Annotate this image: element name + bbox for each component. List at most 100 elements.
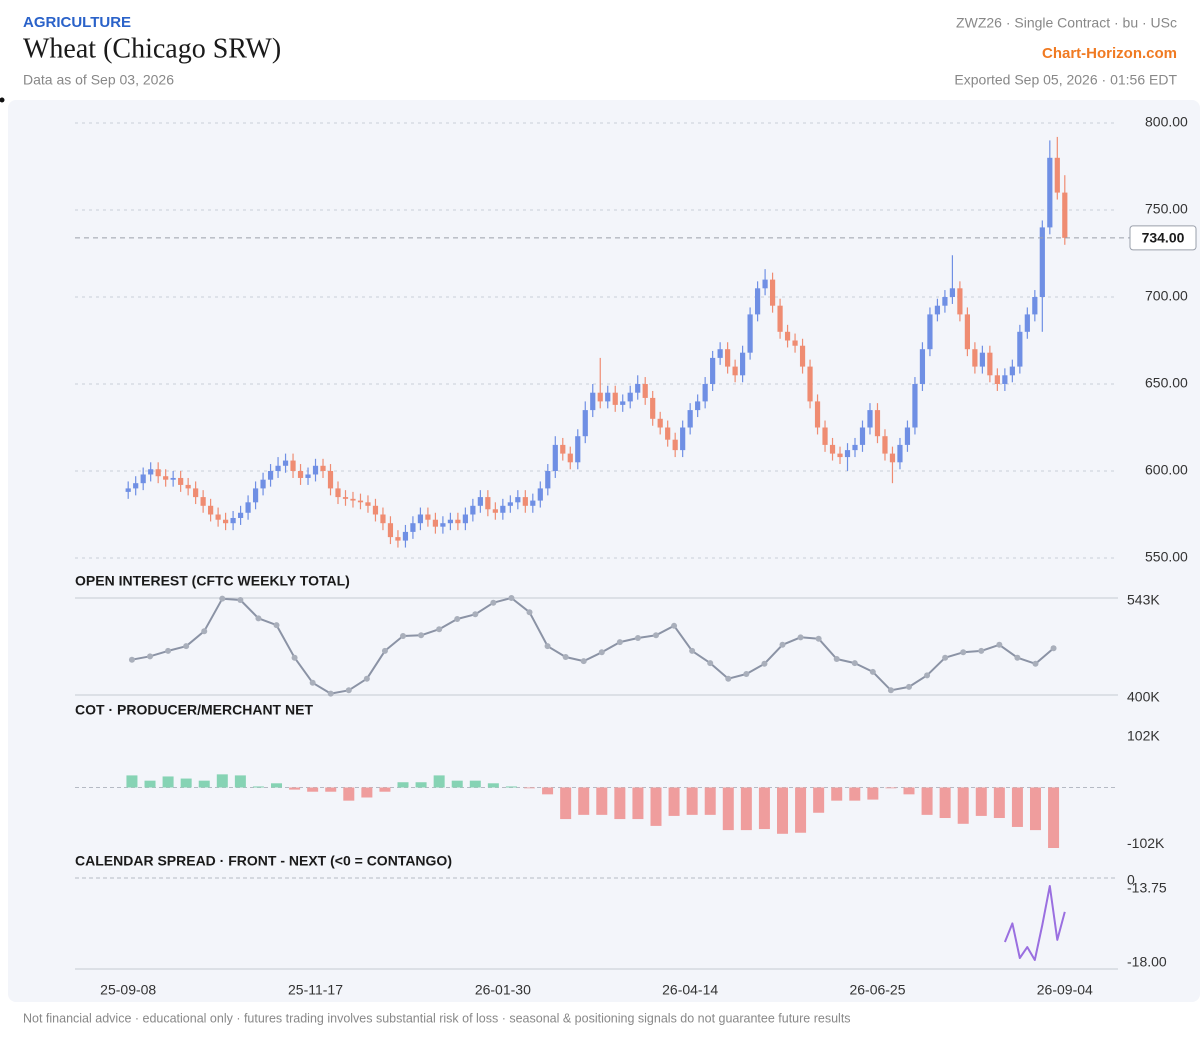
point xyxy=(400,632,407,639)
candle-body xyxy=(223,519,229,524)
candle-body xyxy=(874,410,881,437)
candle xyxy=(500,498,506,520)
candle-body xyxy=(260,479,266,489)
candle xyxy=(133,476,139,496)
candle xyxy=(762,269,768,296)
candle-body xyxy=(507,502,513,506)
candle xyxy=(717,342,723,365)
y-tick-label: 600.00 xyxy=(1145,462,1188,478)
candle xyxy=(522,490,528,513)
candle-body xyxy=(372,505,379,515)
candle-body xyxy=(897,444,903,463)
candle xyxy=(290,453,296,478)
candle-body xyxy=(470,505,476,515)
x-tick-label: 26-04-14 xyxy=(662,982,718,998)
candle xyxy=(725,342,731,374)
candle xyxy=(799,338,806,374)
candle xyxy=(140,467,146,491)
candle-body xyxy=(867,410,873,428)
candle-body xyxy=(859,427,866,445)
bar xyxy=(361,787,373,798)
candle-body xyxy=(455,519,461,524)
candle-body xyxy=(665,427,671,440)
candle xyxy=(807,359,813,409)
candle-body xyxy=(432,519,439,527)
candle-body xyxy=(979,352,985,367)
candle xyxy=(987,345,993,383)
candle xyxy=(732,359,738,383)
candle-body xyxy=(994,375,1000,384)
bar xyxy=(722,787,734,831)
point xyxy=(978,647,985,654)
candle xyxy=(440,516,446,534)
candle xyxy=(829,437,836,461)
candle-body xyxy=(1032,297,1038,315)
bar xyxy=(686,787,698,815)
candle xyxy=(208,498,214,522)
candle-body xyxy=(702,384,708,402)
candle xyxy=(455,512,461,531)
candle-body xyxy=(904,427,911,445)
candle xyxy=(642,377,648,405)
candle xyxy=(470,498,476,522)
candle xyxy=(867,403,873,435)
candle-body xyxy=(919,349,926,384)
candle xyxy=(312,458,319,482)
point xyxy=(671,622,678,629)
candle xyxy=(537,481,543,508)
candle xyxy=(485,490,491,517)
candle xyxy=(964,307,970,357)
point xyxy=(815,635,822,642)
candle-body xyxy=(762,279,768,289)
candle xyxy=(852,437,858,458)
point xyxy=(273,622,280,629)
candle-body xyxy=(208,505,214,515)
candle xyxy=(417,507,424,531)
point xyxy=(1032,660,1039,667)
candle-body xyxy=(882,436,888,454)
y-tick-label: -102K xyxy=(1127,835,1165,851)
title: Wheat (Chicago SRW) xyxy=(23,33,281,64)
bar xyxy=(307,787,319,792)
point xyxy=(851,660,858,667)
bar xyxy=(289,787,301,790)
candle-body xyxy=(942,297,948,306)
candle xyxy=(889,446,896,484)
y-tick-label: 750.00 xyxy=(1145,201,1188,217)
bar xyxy=(867,787,879,800)
candle xyxy=(740,345,746,383)
candle-body xyxy=(552,444,558,471)
bar xyxy=(1048,787,1060,848)
candle xyxy=(155,462,161,484)
candle xyxy=(874,403,881,444)
candle xyxy=(927,307,933,357)
candle xyxy=(650,390,656,426)
candle xyxy=(545,464,551,496)
bar xyxy=(632,787,644,820)
point xyxy=(508,595,515,601)
candle-body xyxy=(822,427,828,445)
candle-body xyxy=(320,465,326,471)
brand[interactable]: Chart-Horizon.com xyxy=(1042,45,1177,62)
candle xyxy=(148,462,154,482)
point xyxy=(472,611,479,618)
candle xyxy=(597,357,603,409)
candle-body xyxy=(964,314,970,350)
candle-body xyxy=(530,500,536,506)
bar xyxy=(325,787,337,792)
candle xyxy=(178,471,184,492)
point xyxy=(183,643,190,650)
candle xyxy=(680,420,686,458)
candle-body xyxy=(282,460,289,466)
candle-body xyxy=(440,523,446,527)
bar xyxy=(776,787,788,834)
candle xyxy=(365,495,371,513)
candle xyxy=(425,507,431,527)
point xyxy=(779,641,786,648)
y-tick-label: 800.00 xyxy=(1145,114,1188,130)
candle xyxy=(237,505,244,525)
candle-body xyxy=(567,453,573,463)
candle xyxy=(912,377,918,435)
candle xyxy=(372,498,379,522)
cursor-dot xyxy=(0,97,5,103)
